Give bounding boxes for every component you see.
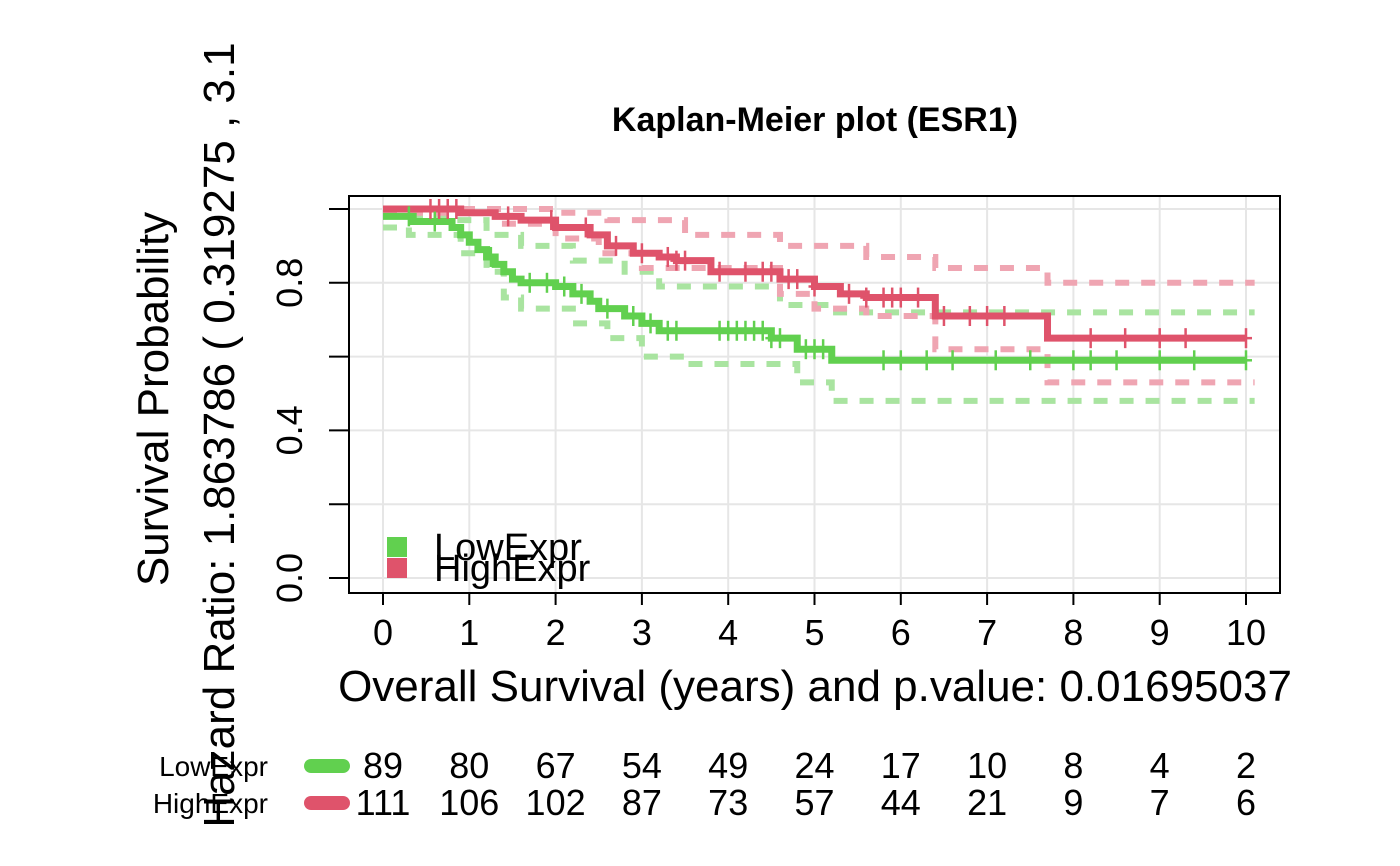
- risk-count: 7: [1150, 782, 1170, 823]
- grid: [349, 196, 1280, 593]
- risk-count: 24: [794, 745, 834, 786]
- x-tick-label: 10: [1226, 612, 1266, 653]
- chart-title: Kaplan-Meier plot (ESR1): [612, 101, 1018, 139]
- risk-count: 9: [1063, 782, 1083, 823]
- risk-count: 111: [356, 782, 411, 823]
- x-tick-label: 0: [373, 612, 393, 653]
- risk-count: 17: [881, 745, 921, 786]
- ci-lower-lowexpr: [383, 224, 1255, 404]
- x-tick-label: 6: [891, 612, 911, 653]
- risk-count: 6: [1236, 782, 1256, 823]
- risk-count: 87: [622, 782, 662, 823]
- risk-count: 102: [526, 782, 586, 823]
- x-tick-label: 7: [977, 612, 997, 653]
- risk-count: 80: [449, 745, 489, 786]
- risk-count: 67: [536, 745, 576, 786]
- risk-count: 54: [622, 745, 662, 786]
- x-tick-label: 3: [632, 612, 652, 653]
- x-tick-label: 9: [1150, 612, 1170, 653]
- x-tick-label: 2: [546, 612, 566, 653]
- x-tick-label: 8: [1063, 612, 1083, 653]
- ci-upper-lowexpr: [383, 213, 1255, 316]
- legend-label-lowexpr: LowExpr: [434, 527, 582, 569]
- risk-count: 57: [794, 782, 834, 823]
- legend-label-highexpr: HighExpr: [434, 548, 591, 590]
- axes: 0 1 2 3 4 5 6 7 8 9 10 0.0 0.4 0.8: [269, 208, 1266, 653]
- censor-marks: [402, 199, 1252, 371]
- risk-count: 10: [967, 745, 1007, 786]
- legend-swatch-lowexpr: [387, 537, 407, 557]
- legend: LowExpr HighExpr: [387, 527, 591, 590]
- risk-count: 89: [363, 745, 403, 786]
- ci-upper-highexpr: [383, 206, 1255, 286]
- risk-count: 4: [1150, 745, 1170, 786]
- y-tick-label: 0.0: [269, 553, 310, 603]
- x-axis-label: Overall Survival (years) and p.value: 0.…: [338, 662, 1292, 711]
- x-tick-label: 5: [804, 612, 824, 653]
- risk-count: 49: [708, 745, 748, 786]
- risk-count: 73: [708, 782, 748, 823]
- y-tick-label: 0.8: [269, 258, 310, 308]
- risk-count: 2: [1236, 745, 1256, 786]
- risk-count: 21: [967, 782, 1007, 823]
- x-tick-label: 4: [718, 612, 738, 653]
- hazard-ratio-label: Hazard Ratio: 1.863786 ( 0.319275 , 3.1: [195, 42, 244, 827]
- risk-row-label-highexpr: HighExpr: [153, 788, 268, 819]
- risk-count: 106: [439, 782, 499, 823]
- y-tick-label: 0.4: [269, 405, 310, 455]
- x-tick-label: 1: [459, 612, 479, 653]
- risk-count: 8: [1063, 745, 1083, 786]
- y-axis-label: Survival Probability: [129, 212, 178, 586]
- risk-count: 44: [881, 782, 921, 823]
- legend-swatch-highexpr: [387, 558, 407, 578]
- curve-lowexpr: [383, 212, 1246, 364]
- risk-row-label-lowexpr: LowExpr: [159, 751, 268, 782]
- confidence-bands: [383, 206, 1255, 404]
